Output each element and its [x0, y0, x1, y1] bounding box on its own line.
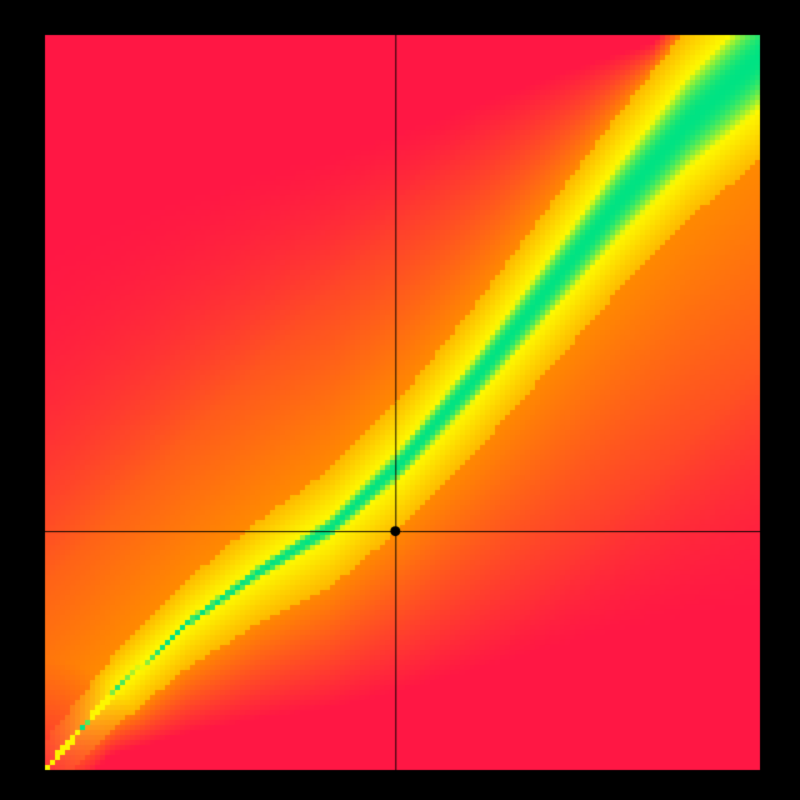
bottleneck-heatmap — [0, 0, 800, 800]
